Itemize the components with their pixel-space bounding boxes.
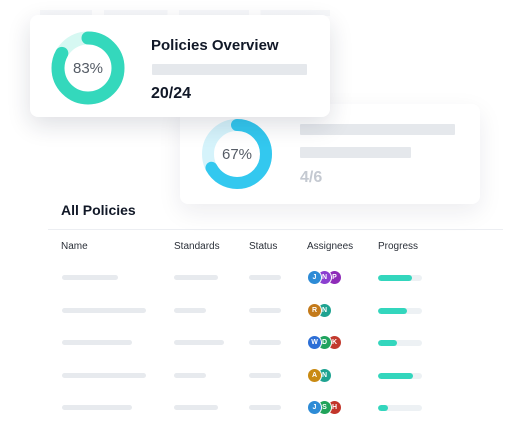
name-placeholder: [62, 405, 132, 410]
background-placeholder: [40, 10, 330, 16]
progress-bar: [378, 340, 422, 346]
name-placeholder: [62, 307, 146, 313]
standards-placeholder: [174, 275, 218, 280]
column-header-status[interactable]: Status: [249, 241, 278, 252]
avatar[interactable]: W: [307, 335, 322, 350]
donut-percent-label: 83%: [72, 59, 104, 77]
donut-chart: [202, 119, 272, 189]
progress-fill: [378, 405, 388, 411]
standards-placeholder: [174, 405, 218, 410]
progress-bar: [378, 307, 422, 314]
avatar[interactable]: R: [307, 302, 322, 318]
column-header-name[interactable]: Name: [61, 241, 88, 252]
status-placeholder: [249, 405, 281, 410]
standards-placeholder: [174, 340, 224, 345]
progress-fill: [378, 340, 397, 346]
progress-bar: [378, 405, 422, 411]
text-placeholder: [152, 64, 307, 75]
column-header-progress[interactable]: Progress: [378, 241, 419, 252]
donut-arc: [51, 31, 125, 105]
progress-bar: [378, 372, 422, 379]
progress-fill: [378, 275, 413, 281]
name-placeholder: [62, 275, 118, 280]
progress-fill: [378, 372, 414, 379]
progress-fill: [378, 307, 408, 314]
donut-arc: [202, 119, 272, 189]
section-title: All Policies: [61, 202, 136, 218]
donut-chart: [51, 31, 125, 105]
avatar[interactable]: J: [307, 270, 322, 285]
policy-count: 20/24: [151, 85, 192, 102]
name-placeholder: [62, 340, 132, 345]
avatar[interactable]: A: [307, 367, 322, 383]
name-placeholder: [62, 372, 146, 378]
column-header-assignees[interactable]: Assignees: [307, 241, 354, 252]
policies-table: Name Standards Status Assignees Progress…: [48, 229, 503, 423]
column-header-standards[interactable]: Standards: [174, 241, 220, 252]
status-placeholder: [249, 307, 281, 313]
secondary-overview-card[interactable]: 67% 4/6: [180, 104, 480, 204]
policy-count: 4/6: [300, 169, 323, 186]
status-placeholder: [249, 275, 281, 280]
status-placeholder: [249, 372, 281, 378]
standards-placeholder: [174, 307, 206, 313]
text-placeholder: [300, 147, 411, 158]
standards-placeholder: [174, 372, 206, 378]
progress-donut: 67%: [201, 118, 273, 190]
avatar[interactable]: J: [307, 400, 322, 415]
text-placeholder: [300, 124, 455, 135]
card-title: Policies Overview: [151, 37, 279, 54]
table-header: Name Standards Status Assignees Progress: [48, 229, 503, 260]
progress-donut: 83%: [51, 31, 125, 105]
policies-overview-card[interactable]: 83% Policies Overview 20/24: [30, 15, 330, 117]
progress-bar: [378, 275, 422, 281]
status-placeholder: [249, 340, 281, 345]
donut-percent-label: 67%: [221, 145, 253, 163]
